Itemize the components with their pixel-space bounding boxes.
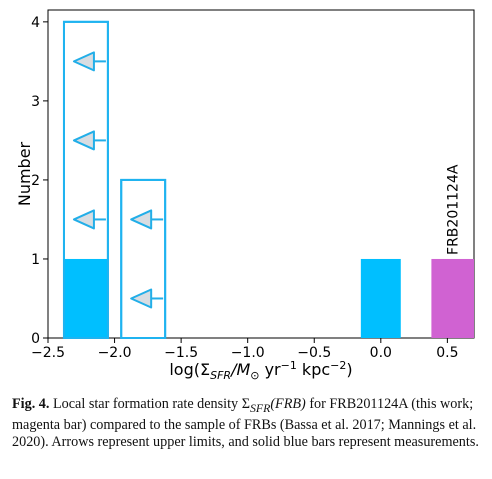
upper-limit-arrow-icon bbox=[72, 51, 106, 72]
plot-frame bbox=[47, 9, 475, 339]
y-tick-label: 4 bbox=[31, 15, 40, 31]
x-tick-label: −2.5 bbox=[31, 345, 65, 361]
x-tick-label: −2.0 bbox=[98, 345, 132, 361]
figure-caption: Fig. 4. Local star formation rate densit… bbox=[12, 396, 482, 451]
y-tick-label: 3 bbox=[31, 94, 40, 110]
y-tick-label: 0 bbox=[31, 331, 40, 347]
caption-text-pre: Local star formation rate density Σ bbox=[52, 396, 250, 412]
y-tick-label: 2 bbox=[31, 173, 40, 189]
upper-limit-arrow-icon bbox=[130, 288, 164, 309]
y-axis-label: Number bbox=[15, 141, 34, 206]
frb-annotation: FRB201124A bbox=[446, 164, 462, 255]
measurement-bar-1 bbox=[360, 258, 401, 338]
upper-limit-arrow-icon bbox=[130, 209, 164, 230]
x-tick-label: −1.0 bbox=[231, 345, 265, 361]
upper-limit-arrow-icon bbox=[72, 130, 106, 151]
caption-subscript: SFR bbox=[249, 400, 271, 415]
measurement-bar-0 bbox=[63, 258, 108, 338]
caption-label: Fig. 4. bbox=[12, 396, 50, 412]
x-tick-label: 0.5 bbox=[436, 345, 458, 361]
caption-math: (FRB) bbox=[270, 396, 306, 412]
x-tick-label: −1.5 bbox=[164, 345, 198, 361]
figure-area: −2.5 −2.0 −1.5 −1.0 −0.5 0.0 0.5 0 1 2 3 4 FRB20112… bbox=[15, 9, 475, 382]
frb-bar bbox=[431, 258, 474, 338]
upper-limit-bar-1 bbox=[120, 178, 167, 339]
upper-limit-outline-0 bbox=[62, 20, 109, 340]
y-tick-label: 1 bbox=[31, 252, 40, 268]
histogram-chart: −2.5 −2.0 −1.5 −1.0 −0.5 0.0 0.5 0 1 2 3 4 FRB20112… bbox=[15, 9, 475, 382]
upper-limit-arrow-icon bbox=[72, 209, 106, 230]
upper-limit-outline-1 bbox=[120, 178, 167, 339]
caption-text-post: for FRB201124A (this work; magenta bar) … bbox=[12, 396, 479, 450]
x-axis-label: log(ΣSFR/M⊙ yr−1 kpc−2) bbox=[169, 359, 352, 382]
x-tick-label: −0.5 bbox=[297, 345, 331, 361]
x-tick-label: 0.0 bbox=[370, 345, 392, 361]
